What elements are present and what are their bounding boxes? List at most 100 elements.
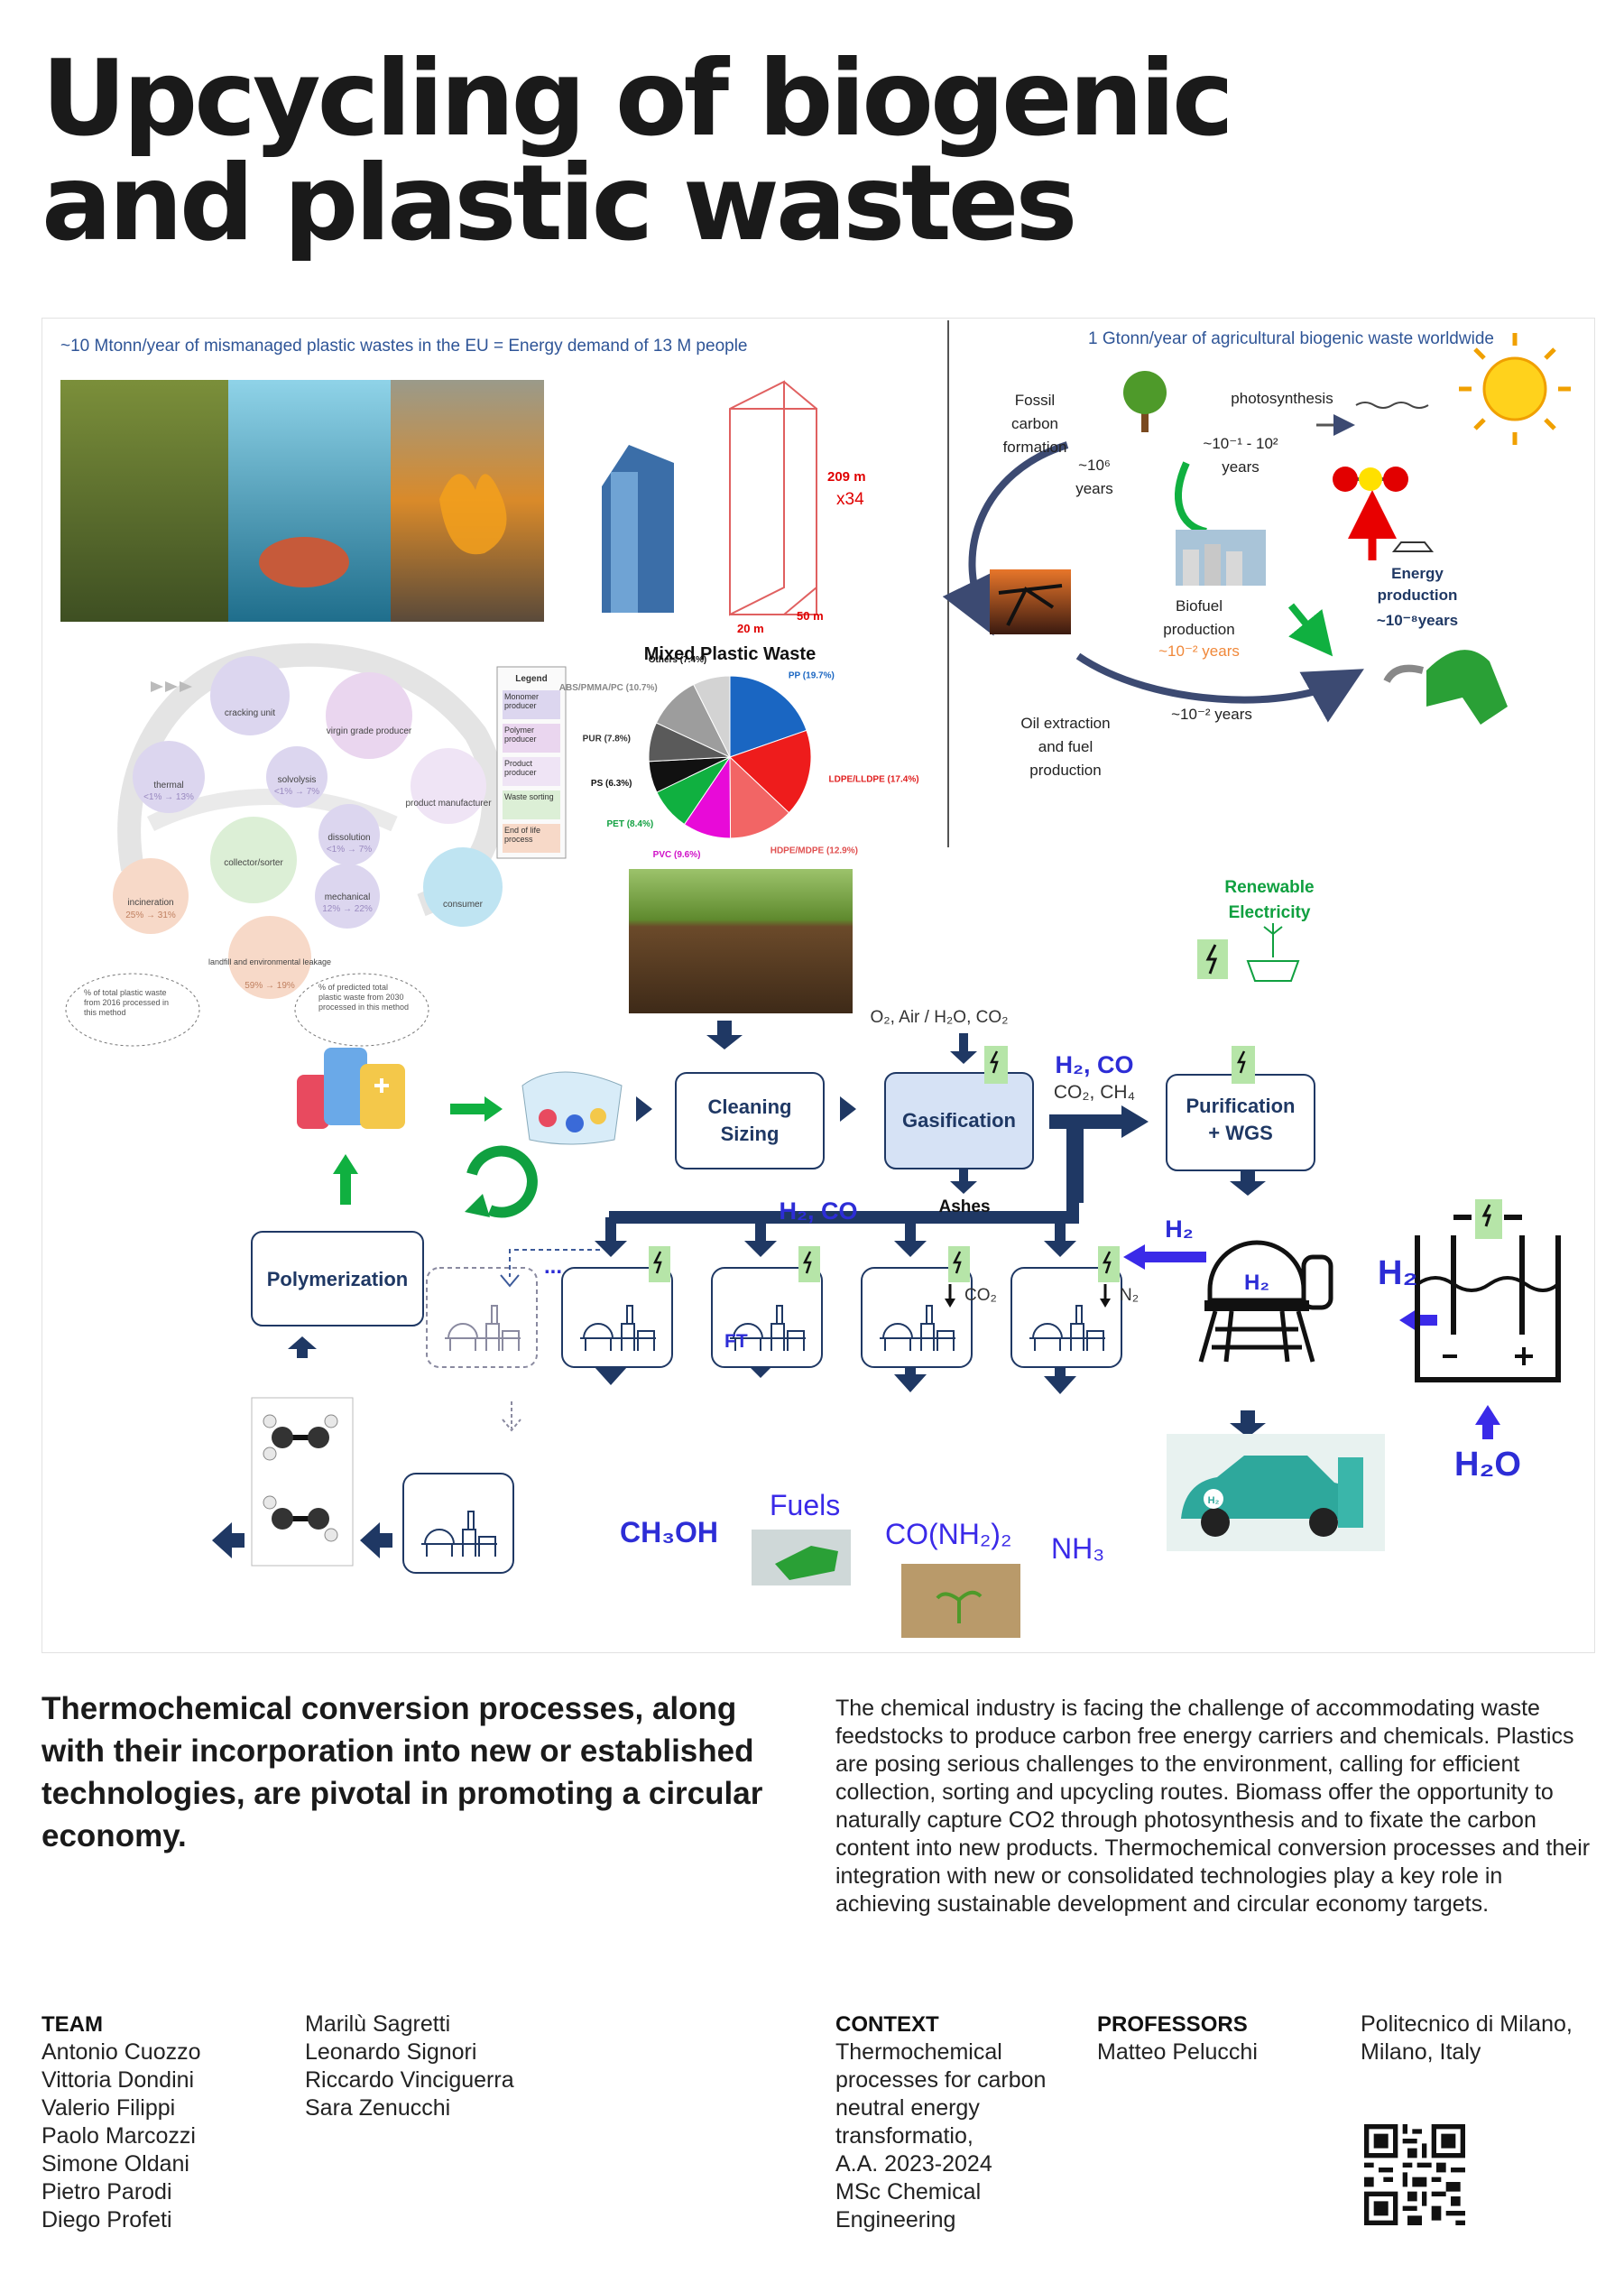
team-label: TEAM [42,2012,103,2037]
energy-line-2: production [1378,587,1458,604]
team-member: Simone Oldani [42,2151,189,2177]
biomass-field-photo [629,869,853,1013]
context-line: transformatio, [835,2123,973,2149]
car-icon [1391,541,1435,552]
note-2030: % of predicted total plastic waste from … [318,983,410,1012]
pie-slice [729,755,790,839]
legend-swatch [503,790,560,819]
sun-icon [1459,333,1571,445]
ethylene-molecules-icon [251,1397,354,1567]
node-label-thermal: thermal [153,781,183,790]
oil-line-2: and fuel [1038,738,1093,755]
tower-comparison: 209 m x34 20 m 50 m [602,380,866,635]
note-2016-bubble [65,973,200,1047]
wind-turbine-icon [1263,923,1283,957]
professor-name: Matteo Pelucchi [1097,2039,1258,2065]
team-column-2: Marilù Sagretti Leonardo Signori Riccard… [305,2011,558,2122]
methanol-label: CH₃OH [620,1516,718,1548]
team-member: Riccardo Vinciguerra [305,2067,514,2093]
team-member: Valerio Filippi [42,2095,176,2121]
team-member: Antonio Cuozzo [42,2039,201,2065]
cleaning-sizing-box [675,1072,825,1169]
cleaning-line-1: Cleaning [708,1095,792,1118]
purification-line-2: + WGS [1208,1122,1273,1144]
plastic-heading: ~10 Mtonn/year of mismanaged plastic was… [60,337,747,356]
fossil-time: ~10⁶ [1078,457,1111,474]
team-member: Sara Zenucchi [305,2095,451,2121]
loop-legend: Legend Monomer producer Polymer producer P… [496,666,567,859]
fossil-time-unit: years [1075,480,1113,497]
electrolyzer-h2-label: H₂ [1378,1254,1417,1292]
node-label-mechanical: mechanical [325,892,371,902]
pie-slice [729,729,812,814]
tree-icon [1123,371,1167,432]
legend-label: Monomer producer [504,692,540,710]
node-label-dissolution: dissolution [328,833,370,843]
plastic-bag-icon [521,1071,623,1145]
fuels-label: Fuels [770,1489,840,1521]
node-range-dissolution: <1% → 7% [327,845,372,855]
building-width: 20 m [737,622,764,635]
legend-swatch [503,824,560,853]
legend-label: End of life process [504,826,541,844]
node-range-landfill: 59% → 19% [245,981,295,991]
context-line: Thermochemical [835,2039,1002,2065]
car-h2-badge: H₂ [1208,1495,1220,1506]
oil-line-1: Oil extraction [1020,715,1110,732]
node-range-mechanical: 12% → 22% [322,904,373,914]
team-member: Pietro Parodi [42,2179,172,2205]
node-range-solvolysis: <1% → 7% [274,787,319,797]
plastic-containers-icon [297,1048,405,1129]
page-title: Upcycling of biogenic and plastic wastes [42,47,1575,256]
gas-sub-label: CO₂, CH₄ [1054,1082,1135,1103]
process-diagram: ~10 Mtonn/year of mismanaged plastic was… [60,320,1571,1638]
pie-label: PP (19.7%) [789,671,835,681]
polymerization-label: Polymerization [267,1268,408,1290]
renewable-line-1: Renewable [1224,878,1314,897]
reactor-box [561,1267,673,1368]
pie-label: PS (6.3%) [591,779,632,789]
context-line: Engineering [835,2207,956,2232]
context-line: A.A. 2023-2024 [835,2151,992,2177]
biofuel-line-2: production [1163,621,1234,638]
legend-label: Waste sorting [504,792,554,801]
urea-label: CO(NH₂)₂ [885,1518,1011,1550]
title-line-1: Upcycling of biogenic [42,38,1234,160]
landfill-node [228,916,311,999]
flame-shape [439,474,507,555]
team-member: Paolo Marcozzi [42,2123,196,2149]
context-line: neutral energy [835,2095,980,2121]
node-label-manufacturer: product manufacturer [405,799,492,809]
tree-time: ~10⁻¹ - 10² [1203,435,1278,452]
biofuel-time: ~10⁻² years [1158,642,1240,660]
n2-feed-label: N₂ [1120,1286,1139,1305]
reactor-units [402,1246,1122,1574]
renewable-icons [1197,923,1300,982]
product-manufacturer-node [411,748,486,824]
team-column-1: TEAM Antonio Cuozzo Vittoria Dondini Val… [42,2011,294,2234]
h2-pump-icon [1338,1457,1363,1528]
node-label-incineration: incineration [127,898,173,908]
pie-label: PET (8.4%) [607,819,654,829]
context-label: CONTEXT [835,2012,939,2037]
more-routes-dots: ... [544,1254,562,1279]
body-text: The chemical industry is facing the chal… [835,1696,1591,1917]
reactor-icon [423,1529,456,1545]
ft-label: FT [724,1331,748,1352]
professors-column: PROFESSORS Matteo Pelucchi [1097,2011,1332,2066]
note-2030-bubble [294,973,429,1047]
node-label-collector: collector/sorter [224,858,283,868]
reactor-box [861,1267,973,1368]
legend-items: Monomer producer Polymer producer Product … [503,690,560,853]
fuel-pump-photo [752,1530,851,1585]
reactor-box [1010,1267,1122,1368]
h2-car-illustration: H₂ [1167,1434,1385,1551]
qr-code-icon[interactable] [1364,2124,1465,2225]
plastic-loop-diagram: cracking unit virgin grade producer ther… [65,642,505,1047]
pie-label: LDPE/LLDPE (17.4%) [829,774,919,784]
dashed-route [509,1249,600,1277]
pie-label: ABS/PMMA/PC (10.7%) [559,683,658,693]
node-label-solvolysis: solvolysis [278,775,317,785]
co2-molecule-icon [1333,467,1408,492]
flow-chevrons [151,681,192,692]
